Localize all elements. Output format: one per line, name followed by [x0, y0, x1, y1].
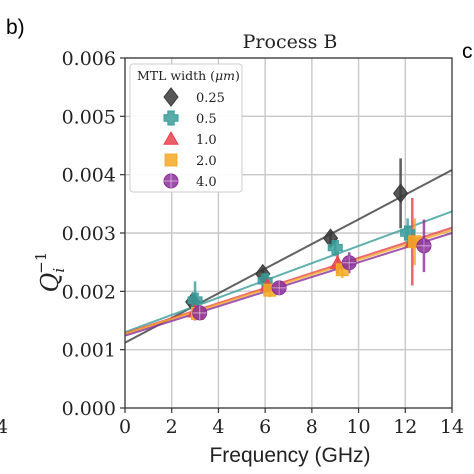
legend-label-0: 0.25 [196, 91, 225, 106]
marker-4-3 [416, 238, 432, 254]
x-tick-label-1: 2 [166, 416, 178, 438]
legend-label-2: 1.0 [196, 133, 217, 148]
svg-text:Qi−1: Qi−1 [32, 252, 68, 293]
x-tick-label-7: 14 [440, 416, 464, 438]
y-tick-label-4: 0.004 [62, 165, 116, 187]
y-tick-label-3: 0.003 [62, 223, 116, 245]
x-tick-label-2: 4 [212, 416, 224, 438]
y-tick-label-0: 0.000 [62, 398, 116, 420]
data-markers [185, 183, 432, 321]
legend-label-3: 2.0 [196, 154, 217, 169]
legend-marker-2 [163, 130, 179, 145]
marker-1-2 [327, 240, 343, 256]
chart-title: Process B [243, 31, 338, 53]
fit-line-3 [124, 229, 453, 335]
x-tick-label-5: 10 [346, 416, 370, 438]
marker-4-1 [271, 280, 287, 296]
y-axis-label-sub: i [50, 268, 68, 273]
legend-title: MTL width (μm) [137, 68, 240, 83]
legend-marker-3 [164, 153, 178, 167]
x-tick-label-4: 8 [306, 416, 318, 438]
y-tick-label-6: 0.006 [62, 48, 116, 70]
legend: MTL width (μm) 0.25 0.5 1.0 2.0 4.0 [129, 63, 243, 193]
fit-lines [124, 169, 453, 344]
y-tick-label-5: 0.005 [62, 106, 116, 128]
y-axis-label-sup: −1 [32, 252, 50, 274]
x-tick-label-6: 12 [393, 416, 417, 438]
grid-lines [124, 57, 453, 409]
x-axis-label: Frequency (GHz) [209, 444, 370, 467]
x-tick-label-0: 0 [119, 416, 131, 438]
panel-label-c-partial: c [462, 40, 473, 63]
legend-label-4: 4.0 [196, 175, 217, 190]
legend-marker-4 [163, 173, 179, 189]
fit-line-1 [124, 210, 453, 334]
legend-label-1: 0.5 [196, 112, 217, 127]
marker-0-3 [392, 183, 409, 204]
marker-4-2 [341, 255, 357, 271]
y-tick-label-1: 0.001 [62, 340, 116, 362]
y-axis-label: Qi−1 [32, 252, 68, 293]
legend-box [129, 63, 243, 193]
fit-line-4 [124, 232, 453, 337]
x-axis-ticks: 0 2 4 6 8 10 12 14 [119, 408, 464, 438]
legend-marker-0 [163, 87, 179, 107]
panel-label-b: b) [6, 16, 25, 39]
y-axis-label-main: Q [36, 273, 64, 293]
marker-4-0 [192, 305, 208, 321]
x-tick-label-3: 6 [259, 416, 271, 438]
legend-marker-1 [163, 110, 179, 126]
y-axis-ticks: 0.000 0.001 0.002 0.003 0.004 0.005 0.006 [62, 48, 125, 420]
left-partial-tick-label: 4 [0, 416, 8, 438]
y-tick-label-2: 0.002 [62, 281, 116, 303]
